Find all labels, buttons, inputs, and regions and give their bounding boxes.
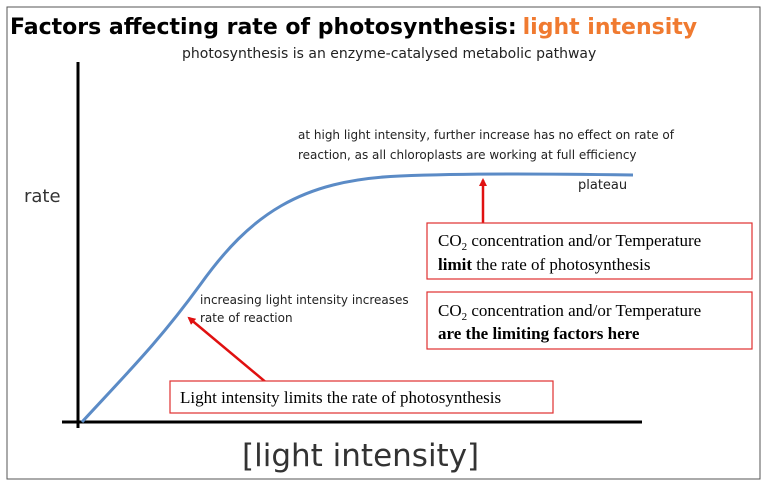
box-text: the rate of photosynthesis xyxy=(472,255,650,274)
box-line: CO2 concentration and/or Temperature xyxy=(438,301,701,323)
annotation-line: increasing light intensity increases xyxy=(200,293,409,307)
bold-text: limit xyxy=(438,255,472,274)
x-axis-label: [light intensity] xyxy=(242,438,479,474)
box-line: CO2 concentration and/or Temperature xyxy=(438,231,701,253)
box-line: limit the rate of photosynthesis xyxy=(438,255,650,274)
high-annotation: at high light intensity, further increas… xyxy=(298,128,678,162)
subscript: 2 xyxy=(462,311,468,323)
low-annotation: increasing light intensity increases rat… xyxy=(200,293,412,325)
limit-box xyxy=(426,222,753,280)
plateau-label: plateau xyxy=(578,178,627,193)
box-text: concentration and/or Temperature xyxy=(467,231,701,250)
title-main: Factors affecting rate of photosynthesis… xyxy=(10,15,517,40)
co-text: CO xyxy=(438,301,462,320)
annotation-line: rate of reaction xyxy=(200,311,293,325)
title-highlight: light intensity xyxy=(523,15,697,40)
arrow xyxy=(187,316,269,385)
y-axis-label: rate xyxy=(24,186,61,207)
light-box xyxy=(169,380,554,414)
slide-border xyxy=(6,6,761,480)
title: Factors affecting rate of photosynthesis… xyxy=(10,15,697,40)
bold-text: are the limiting factors here xyxy=(438,324,640,343)
factors-box xyxy=(426,291,753,350)
box-text: Light intensity limits the rate of photo… xyxy=(180,388,501,407)
annotation-line: reaction, as all chloroplasts are workin… xyxy=(298,148,637,162)
subscript: 2 xyxy=(462,241,468,253)
subtitle: photosynthesis is an enzyme-catalysed me… xyxy=(182,46,596,62)
co-text: CO xyxy=(438,231,462,250)
rate-curve xyxy=(80,172,634,424)
annotation-line: at high light intensity, further increas… xyxy=(298,128,675,142)
box-text: concentration and/or Temperature xyxy=(467,301,701,320)
